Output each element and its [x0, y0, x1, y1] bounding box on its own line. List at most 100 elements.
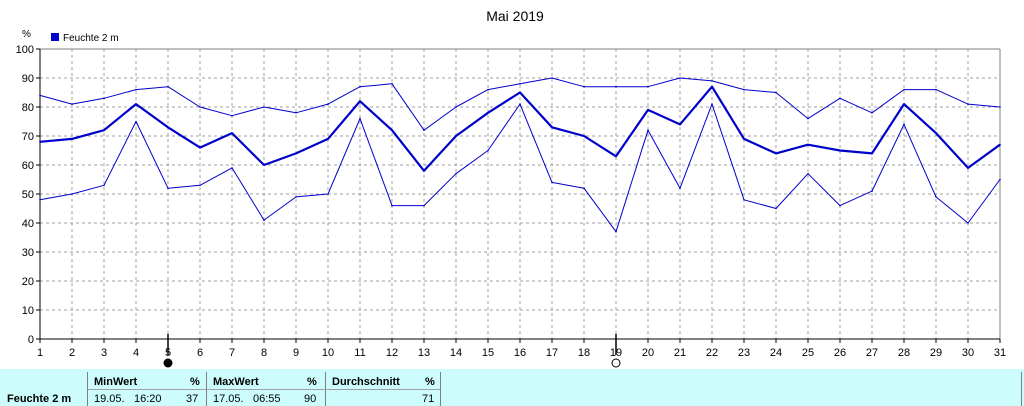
data-point-max	[39, 94, 41, 97]
column-divider	[87, 372, 88, 406]
data-point-min	[839, 204, 841, 207]
max-unit: %	[307, 376, 317, 388]
data-point-max	[903, 88, 905, 91]
data-point-min	[231, 167, 233, 169]
x-tick-label: 14	[450, 347, 462, 359]
data-point-max	[519, 83, 521, 85]
data-point-max	[551, 77, 553, 79]
x-tick-label: 9	[293, 347, 299, 359]
data-point-mean	[199, 146, 201, 149]
x-tick-label: 22	[706, 347, 718, 359]
data-point-mean	[551, 126, 553, 129]
y-tick-label: 0	[28, 334, 34, 346]
y-tick-label: 10	[22, 305, 34, 317]
data-point-max	[359, 85, 361, 88]
x-tick-label: 21	[674, 347, 686, 359]
min-value: 37	[186, 393, 199, 405]
min-time: 16:20	[134, 393, 162, 405]
data-point-mean	[167, 126, 169, 129]
data-point-min	[743, 199, 745, 201]
data-point-min	[967, 222, 969, 224]
data-point-max	[487, 88, 489, 91]
column-divider	[1021, 372, 1022, 406]
y-tick-label: 30	[22, 247, 34, 259]
max-time: 06:55	[253, 393, 281, 405]
data-point-max	[167, 85, 169, 88]
data-point-min	[135, 120, 137, 123]
y-axis-ticks: 0 10 20 30 40 50 60 70 80 90 100	[16, 44, 40, 346]
x-tick-label: 29	[930, 347, 942, 359]
data-point-min	[263, 219, 265, 221]
x-tick-label: 15	[482, 347, 494, 359]
summary-row-label: Feuchte 2 m	[7, 393, 72, 405]
data-point-mean	[679, 123, 681, 126]
data-point-mean	[967, 167, 969, 169]
data-point-min	[711, 103, 713, 105]
data-point-min	[359, 117, 361, 120]
data-point-mean	[839, 149, 841, 152]
data-point-mean	[935, 132, 937, 134]
data-point-min	[167, 187, 169, 189]
data-point-min	[391, 204, 393, 207]
avg-value: 71	[422, 393, 435, 405]
data-point-min	[423, 204, 425, 207]
x-tick-label: 12	[386, 347, 398, 359]
data-point-mean	[903, 103, 905, 105]
data-point-min	[327, 193, 329, 195]
data-point-min	[583, 187, 585, 189]
data-point-min	[807, 172, 809, 175]
min-header: MinWert	[94, 376, 138, 388]
data-point-max	[71, 103, 73, 105]
data-point-max	[327, 103, 329, 105]
data-point-min	[39, 199, 41, 201]
data-point-max	[423, 129, 425, 131]
data-point-min	[647, 129, 649, 131]
data-point-mean	[135, 103, 137, 105]
legend-label: Feuchte 2 m	[63, 33, 119, 44]
avg-header: Durchschnitt	[332, 376, 400, 388]
legend-swatch	[51, 33, 59, 41]
data-point-max	[103, 97, 105, 100]
data-point-min	[71, 193, 73, 195]
x-tick-label: 8	[261, 347, 267, 359]
x-tick-label: 10	[322, 347, 334, 359]
data-point-min	[519, 103, 521, 105]
data-point-max	[743, 88, 745, 91]
data-point-mean	[615, 155, 617, 158]
x-tick-label: 25	[802, 347, 814, 359]
x-tick-label: 18	[578, 347, 590, 359]
data-point-min	[199, 184, 201, 187]
data-point-mean	[263, 164, 265, 166]
x-tick-label: 20	[642, 347, 654, 359]
data-point-min	[903, 123, 905, 126]
data-point-mean	[519, 91, 521, 94]
y-tick-label: 80	[22, 102, 34, 114]
data-point-mean	[743, 138, 745, 140]
full-moon-icon	[611, 358, 621, 368]
data-point-mean	[391, 129, 393, 131]
y-tick-label: 40	[22, 218, 34, 230]
x-tick-label: 27	[866, 347, 878, 359]
x-tick-label: 11	[354, 347, 365, 359]
data-point-max	[231, 114, 233, 117]
y-tick-label: 50	[22, 189, 34, 201]
data-point-max	[391, 83, 393, 85]
data-point-max	[807, 117, 809, 120]
data-point-max	[775, 91, 777, 94]
data-point-max	[583, 85, 585, 88]
x-tick-label: 7	[229, 347, 235, 359]
max-date: 17.05.	[213, 393, 244, 405]
max-value: 90	[304, 393, 317, 405]
data-point-min	[999, 178, 1001, 181]
data-point-max	[263, 106, 265, 108]
x-tick-label: 4	[133, 347, 139, 359]
data-point-mean	[807, 143, 809, 146]
data-point-mean	[359, 100, 361, 102]
summary-table	[0, 369, 1024, 406]
data-point-max	[295, 112, 297, 114]
data-point-min	[775, 207, 777, 210]
data-point-max	[679, 77, 681, 79]
chart-title: Mai 2019	[486, 8, 544, 24]
data-point-mean	[487, 112, 489, 114]
